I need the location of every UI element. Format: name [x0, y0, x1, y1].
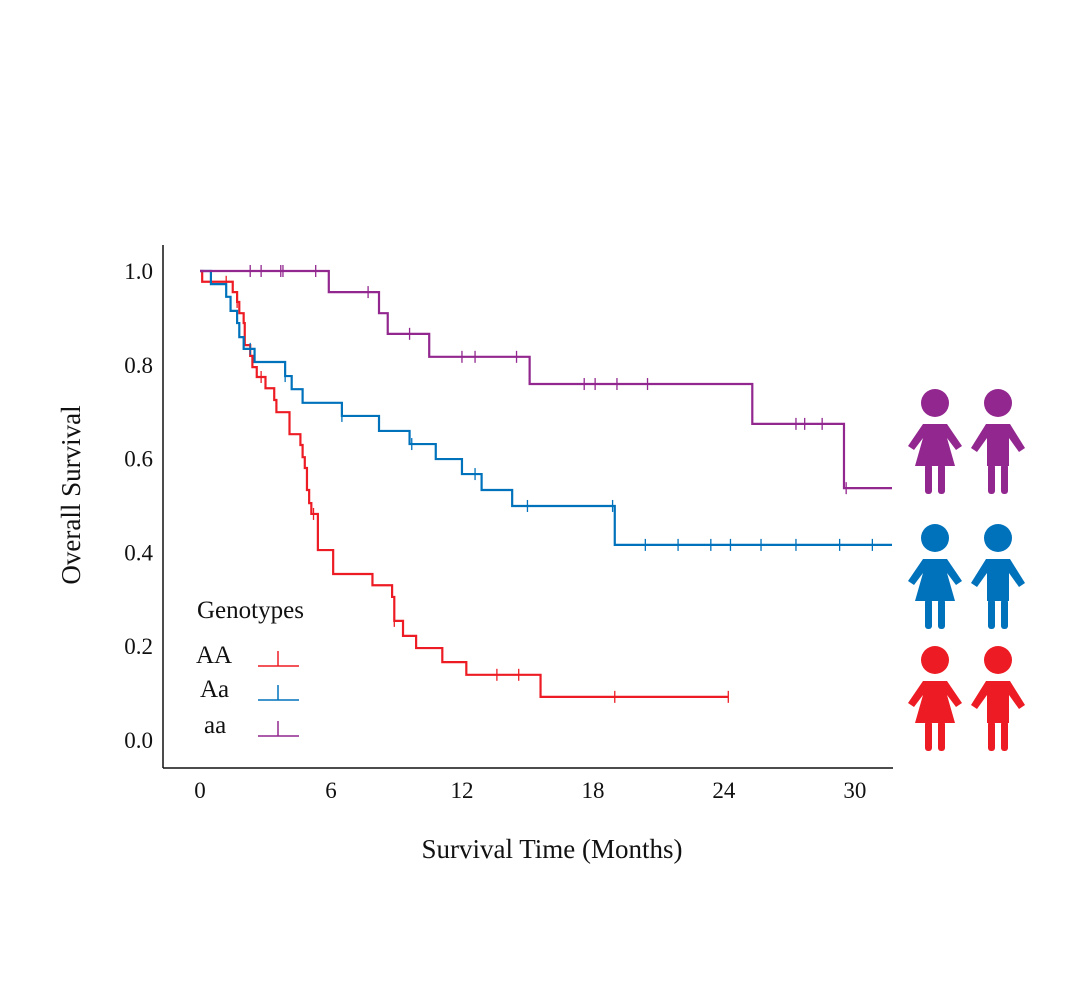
legend-title: Genotypes — [197, 597, 304, 624]
girl-dress — [908, 559, 962, 601]
y-tick-labels: 0.0 0.2 0.4 0.6 0.8 1.0 — [124, 259, 153, 753]
boy-head — [984, 646, 1012, 674]
boy-body — [971, 424, 1025, 466]
icon-pair-aa — [908, 389, 1025, 494]
x-tick-label: 18 — [581, 778, 604, 803]
boy-leg — [988, 599, 995, 629]
girl-leg — [925, 464, 932, 494]
girl-leg — [938, 721, 945, 751]
axes — [162, 245, 893, 769]
girl-head — [921, 524, 949, 552]
y-tick-label: 0.2 — [124, 634, 153, 659]
legend-label-AA: AA — [196, 642, 232, 669]
girl-icon — [908, 389, 962, 494]
y-axis-label: Overall Survival — [56, 405, 86, 584]
girl-icon — [908, 524, 962, 629]
series-Aa — [200, 269, 893, 551]
survival-curve-AA — [200, 269, 729, 698]
legend: Genotypes AA Aa aa — [196, 597, 304, 739]
y-tick-label: 1.0 — [124, 259, 153, 284]
boy-head — [984, 524, 1012, 552]
boy-icon — [971, 389, 1025, 494]
boy-leg — [988, 721, 995, 751]
x-tick-label: 30 — [843, 778, 866, 803]
boy-leg — [988, 464, 995, 494]
girl-dress — [908, 424, 962, 466]
x-tick-label: 24 — [712, 778, 736, 803]
boy-leg — [1001, 464, 1008, 494]
boy-body — [971, 559, 1025, 601]
icon-pair-Aa — [908, 524, 1025, 629]
girl-leg — [925, 721, 932, 751]
boy-icon — [971, 524, 1025, 629]
x-tick-label: 12 — [450, 778, 473, 803]
y-tick-label: 0.8 — [124, 353, 153, 378]
boy-head — [984, 389, 1012, 417]
y-tick-label: 0.6 — [124, 447, 153, 472]
girl-leg — [938, 599, 945, 629]
series-group — [200, 265, 893, 703]
legend-label-Aa: Aa — [200, 676, 229, 703]
x-tick-label: 0 — [194, 778, 206, 803]
genotype-icons — [908, 389, 1025, 751]
survival-curve-aa — [200, 269, 893, 490]
girl-dress — [908, 681, 962, 723]
boy-leg — [1001, 599, 1008, 629]
girl-head — [921, 646, 949, 674]
girl-leg — [938, 464, 945, 494]
legend-label-aa: aa — [204, 712, 226, 739]
girl-icon — [908, 646, 962, 751]
y-tick-label: 0.0 — [124, 728, 153, 753]
girl-head — [921, 389, 949, 417]
x-axis-label: Survival Time (Months) — [421, 834, 682, 864]
x-tick-labels: 0 6 12 18 24 30 — [194, 778, 866, 803]
boy-icon — [971, 646, 1025, 751]
boy-leg — [1001, 721, 1008, 751]
x-tick-label: 6 — [325, 778, 337, 803]
girl-leg — [925, 599, 932, 629]
series-AA — [200, 269, 729, 703]
survival-curve-Aa — [200, 269, 893, 546]
boy-body — [971, 681, 1025, 723]
y-tick-label: 0.4 — [124, 540, 153, 565]
icon-pair-AA — [908, 646, 1025, 751]
series-aa — [200, 265, 893, 495]
